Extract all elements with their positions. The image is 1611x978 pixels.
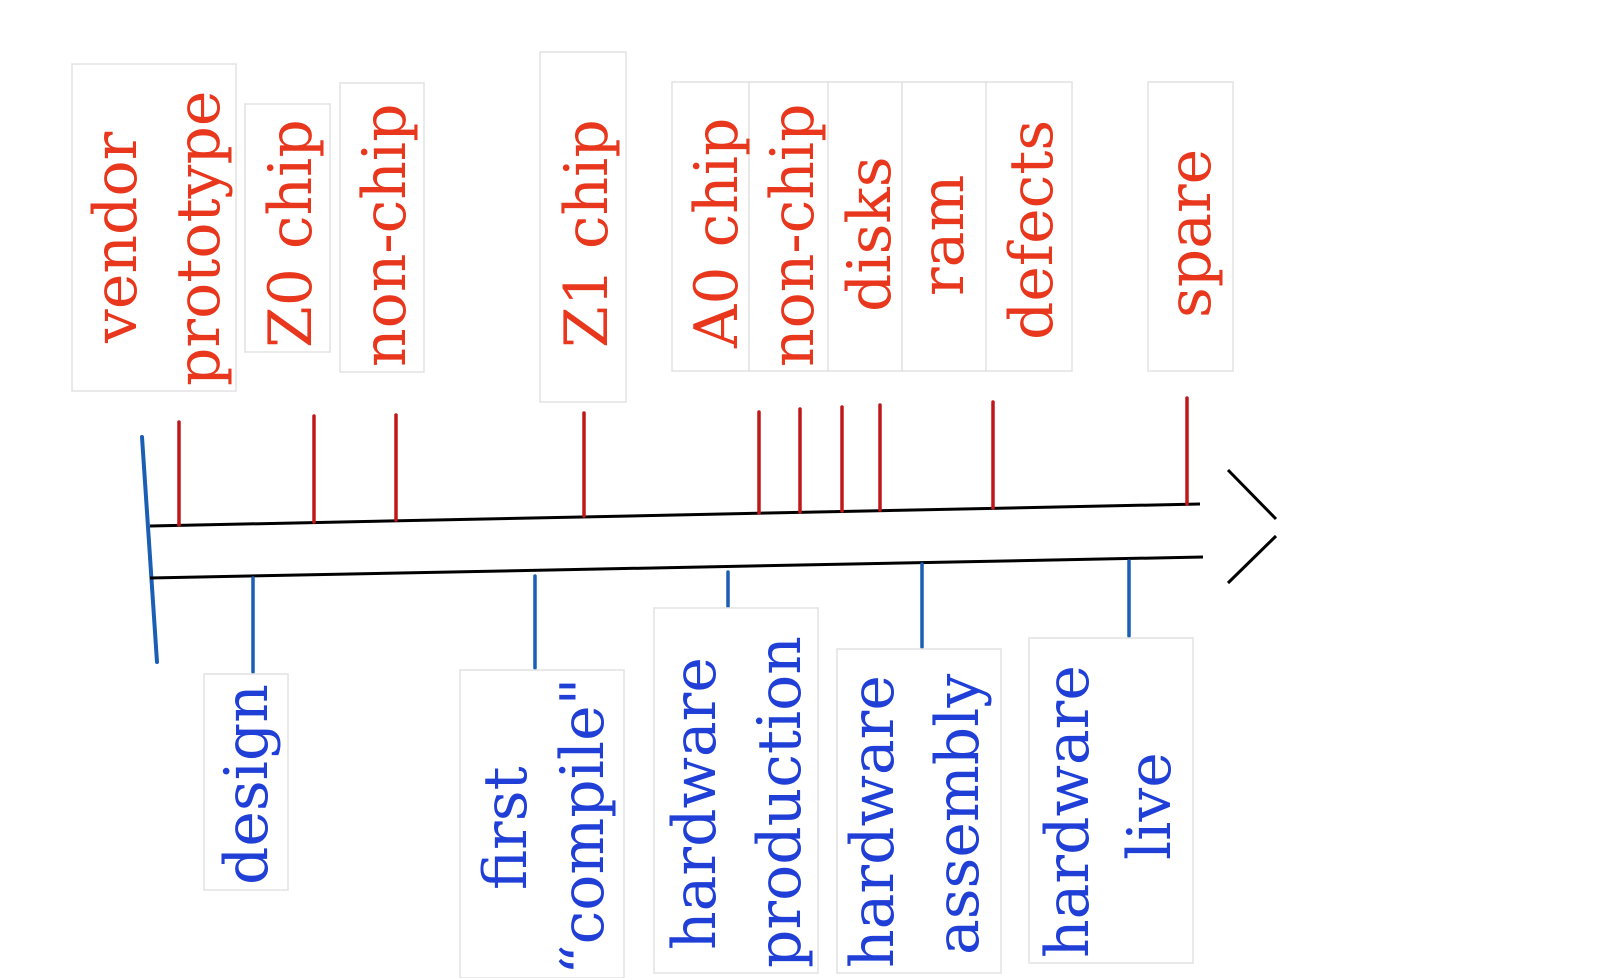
- box-ram: [901, 81, 989, 372]
- box-non-chip-2: [748, 81, 832, 372]
- label-production: production: [745, 636, 815, 968]
- label-defects: defects: [997, 120, 1067, 340]
- box-defects: [985, 81, 1073, 372]
- label-prototype: prototype: [164, 91, 234, 386]
- box-design: [203, 673, 289, 891]
- top-labels: vendor prototype Z0 chip non-chip Z1 chi…: [81, 91, 1225, 386]
- timeline-arrowhead: [1226, 468, 1278, 585]
- label-hardware-1: hardware: [660, 657, 730, 950]
- box-a0-chip: [671, 81, 753, 372]
- box-hardware-live: [1028, 637, 1194, 964]
- box-non-chip-1: [339, 82, 425, 373]
- bottom-ticks: [251, 559, 1131, 674]
- bottom-labels: design first “compile" hardware producti…: [212, 636, 1185, 975]
- label-ram: ram: [908, 175, 978, 296]
- label-z1-chip: Z1 chip: [552, 119, 622, 348]
- label-z0-chip: Z0 chip: [256, 119, 326, 348]
- box-vendor-prototype: [71, 63, 237, 392]
- label-compile: “compile": [548, 678, 618, 975]
- bottom-label-boxes: [203, 607, 1194, 978]
- timeline-start-bar: [140, 435, 159, 664]
- label-non-chip-1: non-chip: [350, 103, 420, 367]
- label-disks: disks: [835, 156, 905, 312]
- box-hardware-production: [653, 607, 819, 974]
- box-spare: [1147, 81, 1234, 372]
- label-hardware-2: hardware: [838, 675, 908, 968]
- label-hardware-3: hardware: [1033, 665, 1103, 958]
- label-design: design: [212, 684, 282, 885]
- timeline-axis-lower: [149, 555, 1204, 580]
- box-first-compile: [459, 669, 625, 978]
- box-z0-chip: [244, 103, 331, 353]
- top-label-boxes: [71, 51, 1234, 403]
- box-disks: [827, 81, 903, 372]
- label-spare: spare: [1155, 149, 1225, 318]
- box-z1-chip: [539, 51, 627, 403]
- box-hardware-assembly: [836, 648, 1002, 974]
- top-ticks: [177, 396, 1189, 527]
- label-vendor: vendor: [81, 131, 151, 344]
- timeline-axis-upper: [149, 502, 1201, 528]
- label-live: live: [1115, 752, 1185, 860]
- label-a0-chip: A0 chip: [682, 118, 752, 349]
- label-first: first: [471, 766, 541, 890]
- label-assembly: assembly: [923, 674, 993, 955]
- label-non-chip-2: non-chip: [758, 103, 828, 367]
